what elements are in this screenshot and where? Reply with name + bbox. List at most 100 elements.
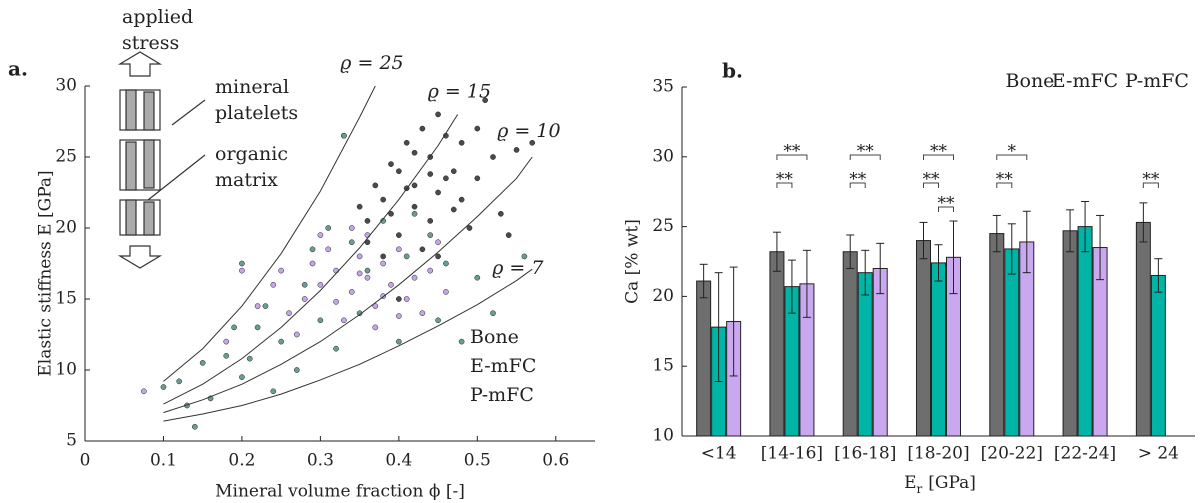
point: [364, 218, 371, 224]
significance-label: **: [783, 142, 801, 162]
legend-entry: P-mFC: [470, 384, 534, 406]
point: [474, 175, 481, 182]
curve-label: ϱ = 25: [340, 52, 403, 74]
point: [325, 225, 332, 231]
x-tick-label: [18-20]: [907, 444, 969, 464]
y-tick-label: 5: [66, 431, 77, 451]
x-tick-label: 0.5: [464, 451, 491, 471]
point: [239, 374, 245, 380]
point: [301, 296, 308, 302]
error-bar: [919, 221, 928, 260]
point: [435, 111, 441, 118]
platelet: [125, 199, 137, 236]
point: [529, 139, 536, 146]
point: [427, 267, 434, 274]
point: [443, 175, 449, 182]
point: [223, 352, 230, 359]
y-tick-label: 30: [55, 76, 77, 96]
point: [490, 310, 496, 317]
pointer: [147, 154, 206, 201]
y-tick-label: 15: [55, 289, 77, 309]
significance-label: *: [1008, 142, 1017, 162]
point: [388, 281, 394, 288]
point: [356, 253, 363, 260]
significance-label: **: [1142, 170, 1160, 190]
platelet: [143, 201, 155, 236]
x-tick-label: [14-16]: [761, 444, 823, 464]
error-bar: [861, 249, 870, 296]
significance-bracket: [776, 182, 793, 188]
point: [395, 313, 402, 319]
point: [231, 324, 237, 331]
point: [364, 274, 371, 281]
point: [191, 423, 198, 430]
significance-bracket: [996, 182, 1013, 188]
point: [388, 210, 394, 217]
y-axis-label: Elastic stiffness E [GPa]: [36, 170, 56, 376]
inset-label: applied: [122, 6, 193, 28]
error-bar: [714, 272, 723, 383]
point: [356, 270, 363, 277]
platelet: [143, 91, 155, 131]
error-bar: [699, 263, 708, 299]
point: [293, 331, 300, 338]
model-curve: [163, 156, 533, 414]
point: [521, 253, 528, 260]
inset-label: organic: [215, 143, 288, 165]
significance-bracket: [849, 154, 881, 160]
error-bar: [1139, 202, 1148, 243]
point: [505, 232, 512, 238]
error-bar: [802, 249, 811, 318]
curve-label: ϱ = 10: [497, 120, 560, 142]
point: [395, 338, 402, 345]
bar: [1135, 221, 1151, 437]
point: [380, 260, 387, 267]
point: [239, 267, 245, 274]
point: [490, 154, 496, 160]
significance-bracket: [938, 206, 954, 212]
x-label-sub: r: [917, 482, 923, 496]
point: [403, 139, 410, 146]
y-tick-label: 20: [652, 286, 674, 306]
point: [199, 360, 206, 366]
y-tick-label: 15: [652, 356, 674, 376]
point: [513, 147, 520, 153]
y-tick-label: 10: [652, 426, 674, 446]
point: [443, 289, 449, 295]
bar: [769, 251, 785, 437]
y-axis-label: Ca [% wt]: [623, 219, 643, 304]
point: [380, 196, 387, 203]
curve-label: ϱ = 7: [492, 257, 544, 279]
point: [317, 281, 324, 288]
point: [458, 338, 465, 345]
bar: [1004, 248, 1020, 437]
point: [223, 338, 230, 345]
arrow-down: [117, 245, 163, 269]
significance-bracket: [776, 154, 808, 160]
significance-bracket: [923, 154, 954, 160]
point: [309, 260, 316, 267]
point: [301, 281, 308, 288]
bar: [1077, 226, 1093, 437]
significance-bracket: [849, 182, 866, 188]
error-bar: [1007, 223, 1016, 275]
bar: [931, 262, 946, 437]
model-curve: [163, 268, 533, 422]
x-tick-label: 0.3: [307, 451, 334, 471]
point: [239, 260, 245, 267]
point: [419, 125, 426, 132]
x-axis-label: Er [GPa]: [904, 473, 976, 496]
significance-label: **: [930, 142, 948, 162]
error-bar: [772, 231, 781, 272]
point: [341, 317, 347, 324]
error-bar: [846, 234, 855, 269]
y-tick-label: 10: [55, 360, 77, 380]
point: [411, 149, 418, 156]
point: [474, 125, 481, 132]
point: [435, 239, 441, 246]
point: [325, 246, 332, 253]
bar: [696, 280, 712, 437]
point: [309, 246, 316, 253]
point: [380, 253, 387, 260]
point: [278, 338, 285, 345]
